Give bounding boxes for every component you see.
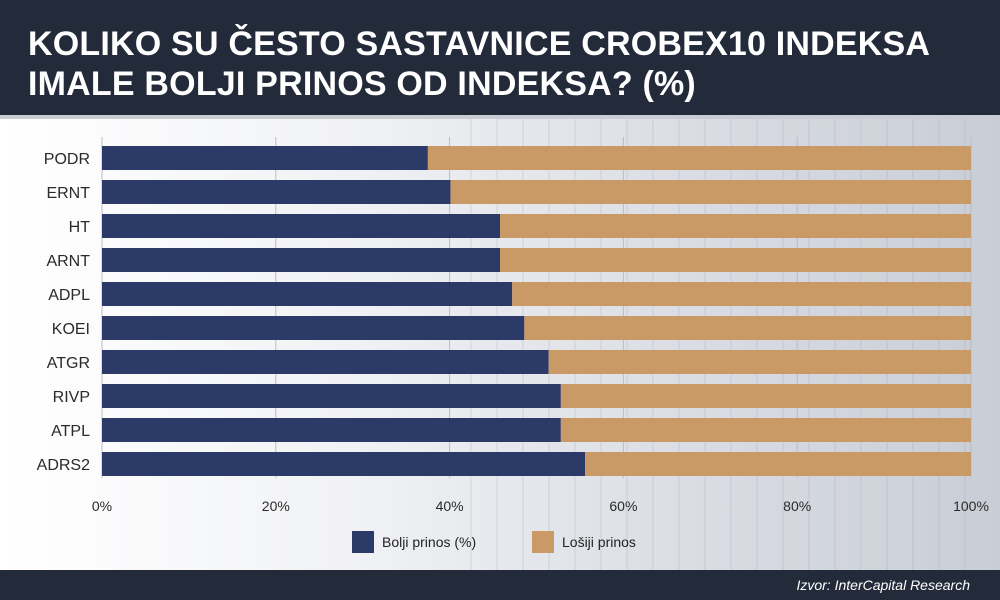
chart-header: KOLIKO SU ČESTO SASTAVNICE CROBEX10 INDE… <box>0 0 1000 115</box>
bar-koei-series-1 <box>524 316 971 340</box>
bar-podr-series-1 <box>427 146 971 170</box>
category-label-ernt: ERNT <box>46 185 90 202</box>
x-tick-label: 40% <box>436 498 464 514</box>
source-note: Izvor: InterCapital Research <box>796 577 970 593</box>
category-label-podr: PODR <box>44 151 90 168</box>
category-label-adpl: ADPL <box>48 287 90 304</box>
category-label-koei: KOEI <box>52 321 90 338</box>
bar-arnt-series-0 <box>102 248 501 272</box>
bar-adrs2-series-0 <box>102 452 586 476</box>
x-tick-label: 0% <box>92 498 112 514</box>
bar-atgr-series-1 <box>548 350 971 374</box>
bar-ernt-series-0 <box>102 180 451 204</box>
header-divider <box>0 115 1000 119</box>
bar-atgr-series-0 <box>102 350 549 374</box>
x-tick-label: 20% <box>262 498 290 514</box>
bar-rivp-series-0 <box>102 384 561 408</box>
category-label-ht: HT <box>69 219 91 236</box>
legend-label-bolji-prinos: Bolji prinos (%) <box>382 534 477 550</box>
category-label-arnt: ARNT <box>46 253 90 270</box>
legend-label-losiji-prinos: Lošiji prinos <box>562 534 636 550</box>
bar-adrs2-series-1 <box>585 452 971 476</box>
x-tick-label: 60% <box>609 498 637 514</box>
chart-footer: Izvor: InterCapital Research <box>0 570 1000 600</box>
bar-adpl-series-0 <box>102 282 513 306</box>
category-label-rivp: RIVP <box>53 389 90 406</box>
category-label-atgr: ATGR <box>47 355 90 372</box>
bar-ht-series-0 <box>102 214 501 238</box>
category-label-adrs2: ADRS2 <box>37 457 90 474</box>
chart-legend: Bolji prinos (%) Lošiji prinos <box>0 530 1000 556</box>
bar-adpl-series-1 <box>512 282 971 306</box>
bar-chart: PODR ERNT HT ARNT ADPL KOEI ATGR RIVP ATPL ADRS2 0… <box>37 137 989 514</box>
bar-atpl-series-0 <box>102 418 561 442</box>
bar-arnt-series-1 <box>500 248 971 272</box>
x-tick-label: 80% <box>783 498 811 514</box>
legend-swatch-losiji-prinos <box>532 531 554 553</box>
x-tick-label: 100% <box>953 498 989 514</box>
bar-atpl-series-1 <box>560 418 971 442</box>
bar-ernt-series-1 <box>450 180 971 204</box>
bar-podr-series-0 <box>102 146 428 170</box>
bar-rivp-series-1 <box>560 384 971 408</box>
chart-title: KOLIKO SU ČESTO SASTAVNICE CROBEX10 INDE… <box>28 25 929 103</box>
bar-koei-series-0 <box>102 316 525 340</box>
legend-swatch-bolji-prinos <box>352 531 374 553</box>
bar-ht-series-1 <box>500 214 971 238</box>
category-label-atpl: ATPL <box>51 423 90 440</box>
